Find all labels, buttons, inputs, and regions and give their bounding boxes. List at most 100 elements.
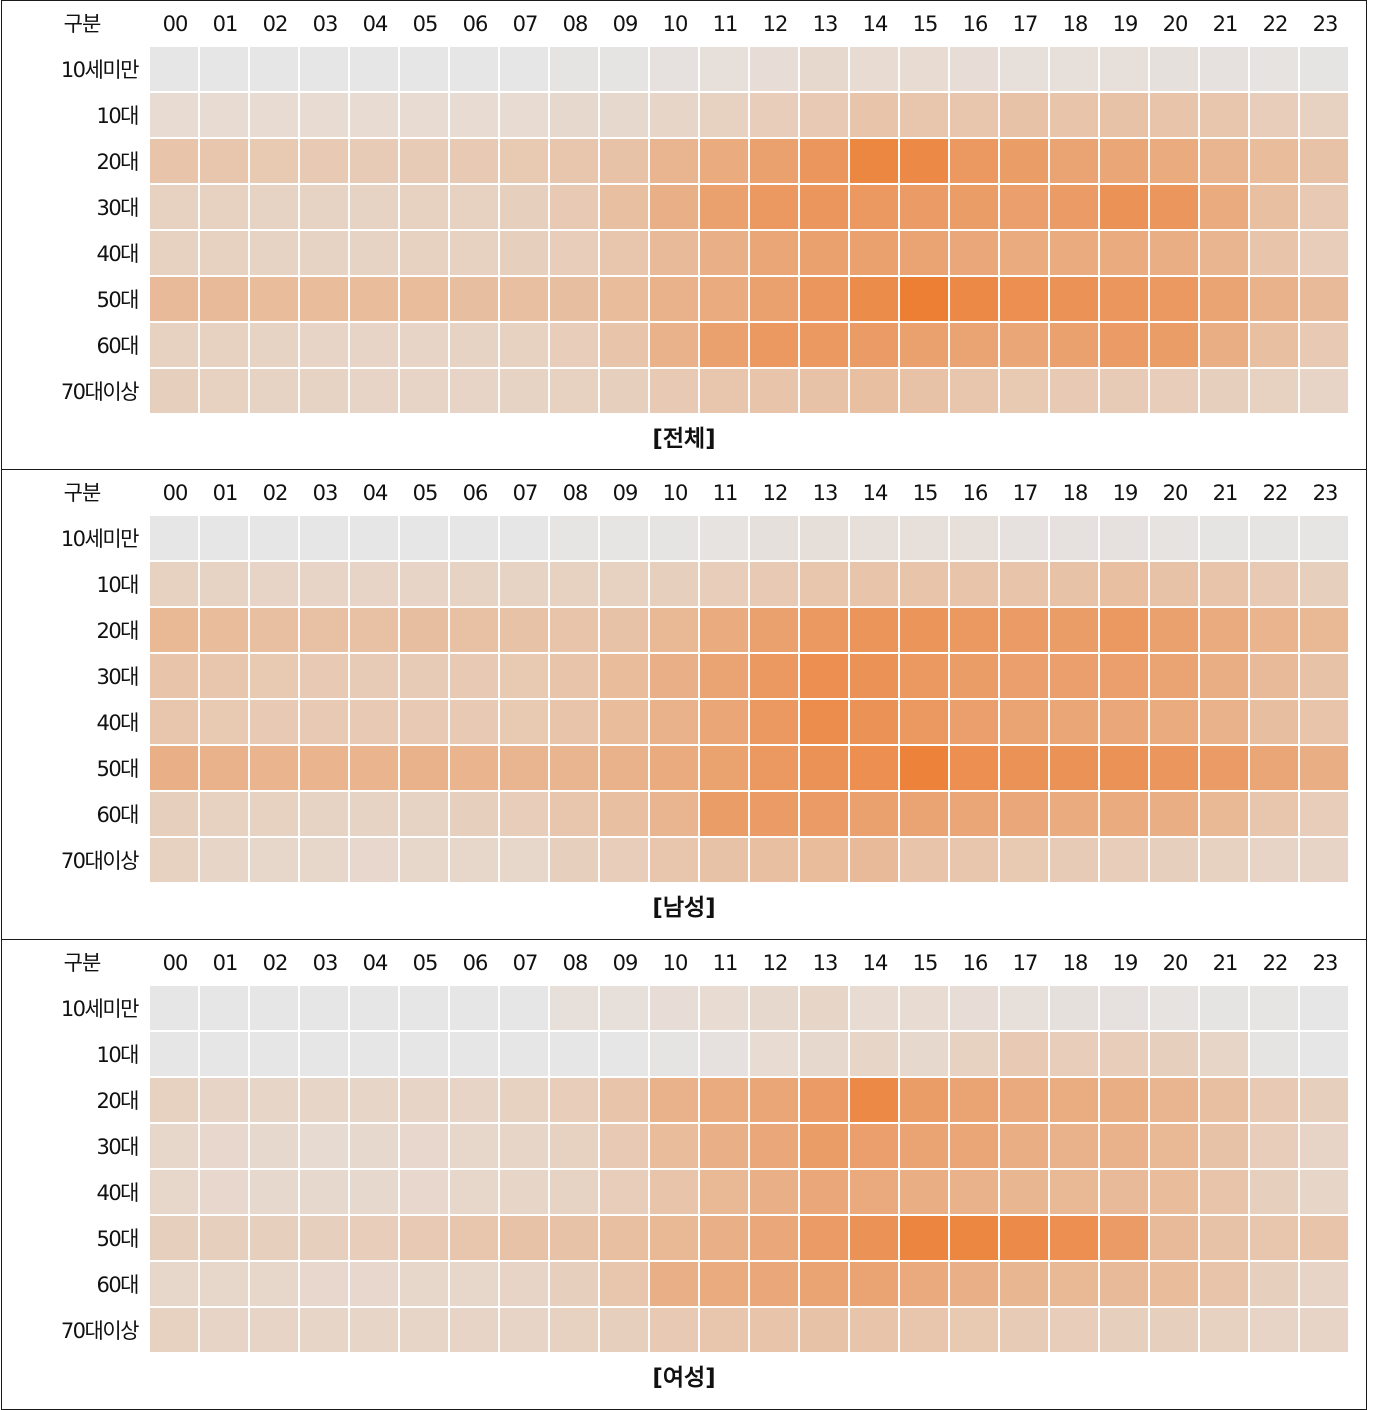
heatmap-cell [1250,562,1300,608]
age-group-label: 30대 [96,1135,139,1159]
heatmap-cell [800,746,850,792]
heatmap-cell [300,1078,350,1124]
hour-header: 11 [712,12,739,36]
heatmap-cell [500,1078,550,1124]
heatmap-cell [200,838,250,884]
heatmap-cell [200,608,250,654]
hour-header: 05 [412,481,439,505]
heatmap-cell [700,277,750,323]
heatmap-cell [400,277,450,323]
heatmap-cell [1300,231,1350,277]
heatmap-cell [650,139,700,185]
heatmap-cell [1250,231,1300,277]
heatmap-cell [650,1216,700,1262]
age-group-label: 40대 [96,242,139,266]
heatmap-cell [1100,608,1150,654]
heatmap-cell [900,746,950,792]
heatmap-cell [500,562,550,608]
heatmap-cell [550,1124,600,1170]
heatmap-cell [500,1032,550,1078]
heatmap-cell [1200,608,1250,654]
heatmap-cell [350,792,400,838]
heatmap-cell [450,1124,500,1170]
heatmap-cell [750,986,800,1032]
heatmap-cell [700,231,750,277]
age-group-label: 50대 [96,288,139,312]
heatmap-cell [550,231,600,277]
hour-header: 18 [1062,481,1089,505]
heatmap-cell [850,369,900,415]
heatmap-cell [200,1032,250,1078]
heatmap-cell [300,516,350,562]
heatmap-cell [550,47,600,93]
heatmap-cell [650,1308,700,1354]
heatmap-cell [850,185,900,231]
heatmap-cell [1200,139,1250,185]
heatmap-cell [750,654,800,700]
heatmap-cell [550,1308,600,1354]
heatmap-cell [200,986,250,1032]
heatmap-cell [700,516,750,562]
age-group-label: 60대 [96,803,139,827]
heatmap-cell [750,792,800,838]
heatmap-cell [800,608,850,654]
heatmap-cell [350,231,400,277]
heatmap-cell [1100,746,1150,792]
heatmap-cell [1250,277,1300,323]
heatmap-cell [650,516,700,562]
heatmap-cell [750,47,800,93]
heatmap-cell [1050,231,1100,277]
heatmap-cell [1300,139,1350,185]
heatmap-cell [450,93,500,139]
heatmap-cell [900,838,950,884]
heatmap-cell [350,185,400,231]
heatmap-cell [200,1216,250,1262]
heatmap-cell [550,1078,600,1124]
heatmap-cell [150,277,200,323]
heatmap-cell [1100,277,1150,323]
heatmap-cell [250,93,300,139]
heatmap-cell [750,1124,800,1170]
heatmap-cell [1100,654,1150,700]
heatmap-cell [1200,93,1250,139]
heatmap-cell [350,608,400,654]
heatmap-cell [1300,792,1350,838]
heatmap-cell [1000,654,1050,700]
heatmap-cell [1300,654,1350,700]
heatmap-cell [400,185,450,231]
heatmap-cell [350,369,400,415]
heatmap-cell [550,746,600,792]
heatmap-cell [500,986,550,1032]
heatmap-cell [300,986,350,1032]
heatmap-cell [1050,1170,1100,1216]
heatmap-cell [1150,323,1200,369]
hour-header: 14 [862,12,889,36]
hour-header: 00 [162,951,189,975]
heatmap-cell [1050,608,1100,654]
heatmap-cell [850,746,900,792]
heatmap-cell [950,986,1000,1032]
heatmap-cell [1000,185,1050,231]
heatmap-cell [700,700,750,746]
heatmap-cell [750,139,800,185]
heatmap-cell [650,792,700,838]
heatmap-cell [350,1032,400,1078]
heatmap-cell [600,700,650,746]
heatmap-cell [700,323,750,369]
heatmap-cell [650,323,700,369]
age-group-label: 50대 [96,1227,139,1251]
heatmap-cell [250,746,300,792]
heatmap-cell [650,277,700,323]
panel-caption: [여성] [652,1365,716,1391]
heatmap-cell [1000,369,1050,415]
heatmap-cell [1300,1078,1350,1124]
heatmap-cell [1250,369,1300,415]
heatmap-cell [1100,792,1150,838]
heatmap-cell [400,700,450,746]
age-group-label: 20대 [96,619,139,643]
heatmap-cell [1300,47,1350,93]
hour-header: 00 [162,12,189,36]
heatmap-cell [1300,369,1350,415]
heatmap-cell [500,746,550,792]
heatmap-cell [550,185,600,231]
